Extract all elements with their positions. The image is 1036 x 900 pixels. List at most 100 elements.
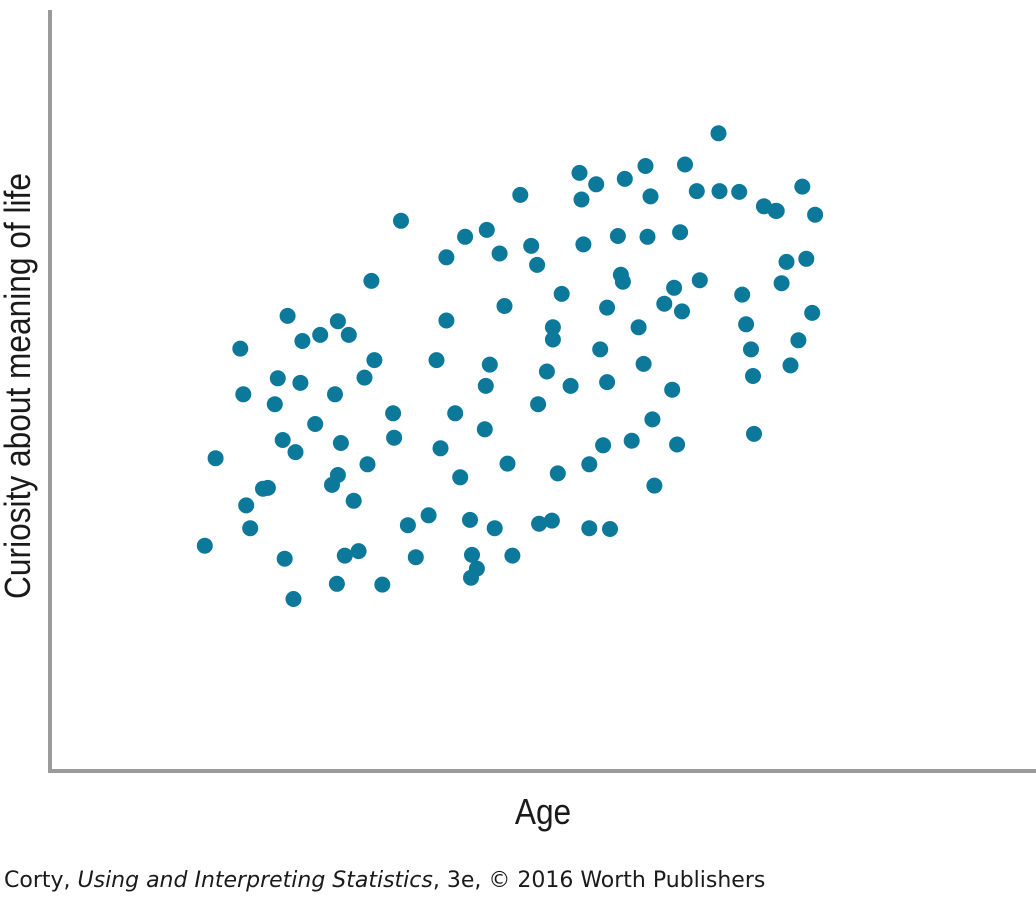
scatter-point — [595, 437, 612, 454]
scatter-point — [639, 228, 656, 245]
scatter-point — [292, 374, 309, 391]
scatter-point — [794, 178, 811, 195]
scatter-point — [523, 237, 540, 254]
x-axis-title: Age — [515, 792, 571, 832]
scatter-point — [285, 591, 302, 607]
scatter-point — [350, 543, 367, 560]
scatter-point — [432, 440, 449, 457]
credit-book-title: Using and Interpreting Statistics — [77, 868, 433, 893]
scatter-point — [635, 355, 652, 372]
scatter-point — [743, 341, 759, 358]
scatter-point — [588, 176, 605, 193]
scatter-point — [778, 253, 795, 270]
credit-author: Corty, — [4, 868, 78, 893]
scatter-point — [238, 497, 255, 514]
scatter-point — [656, 295, 673, 312]
scatter-point — [623, 432, 640, 449]
scatter-point — [374, 576, 391, 593]
scatter-point — [790, 332, 807, 349]
scatter-point — [468, 560, 485, 577]
scatter-point — [562, 377, 579, 394]
scatter-point — [428, 352, 445, 369]
scatter-point — [386, 429, 403, 446]
scatter-point — [691, 272, 708, 289]
scatter-point — [630, 319, 647, 336]
scatter-point — [269, 370, 286, 387]
scatter-point — [746, 425, 762, 442]
scatter-point — [294, 333, 311, 349]
scatter-point — [266, 396, 283, 413]
scatter-point — [666, 279, 683, 296]
scatter-point — [688, 183, 705, 200]
scatter-point — [207, 450, 224, 467]
scatter-point — [340, 326, 357, 343]
scatter-point — [235, 386, 252, 403]
scatter-point — [336, 547, 353, 564]
scatter-point — [491, 245, 508, 262]
scatter-point — [549, 465, 566, 482]
scatter-point — [642, 188, 659, 205]
scatter-point — [734, 286, 751, 303]
scatter-point — [745, 368, 761, 384]
scatter-point — [232, 340, 249, 357]
scatter-point — [279, 307, 296, 324]
scatter-point — [530, 396, 547, 413]
scatter-point — [356, 369, 373, 386]
scatter-point — [738, 316, 755, 333]
scatter-point — [312, 326, 329, 343]
scatter-point — [710, 125, 727, 142]
scatter-point — [711, 183, 728, 200]
scatter-point — [393, 212, 409, 229]
scatter-point — [674, 303, 690, 320]
scatter-point — [581, 456, 598, 473]
scatter-point — [481, 356, 498, 373]
scatter-point — [637, 158, 654, 174]
scatter-point — [669, 436, 686, 453]
scatter-point — [798, 250, 815, 267]
scatter-point — [452, 469, 469, 486]
scatter-point — [599, 374, 616, 391]
scatter-point — [359, 456, 376, 473]
scatter-point — [531, 515, 548, 532]
scatter-point — [731, 183, 748, 200]
scatter-point — [672, 224, 689, 241]
scatter-point — [478, 221, 495, 238]
scatter-point — [259, 479, 276, 496]
scatter-point — [276, 550, 293, 567]
scatter-point — [504, 547, 521, 564]
scatter-point — [768, 202, 785, 219]
scatter-point — [307, 416, 324, 432]
scatter-point — [385, 405, 402, 422]
scatter-point — [664, 381, 681, 398]
scatter-point — [782, 357, 799, 374]
scatter-point — [363, 272, 380, 289]
scatter-points — [196, 125, 824, 607]
scatter-point — [399, 517, 416, 534]
scatter-point — [644, 411, 661, 428]
scatter-point — [438, 312, 455, 329]
scatter-point — [616, 170, 633, 187]
scatter-point — [553, 285, 570, 302]
scatter-point — [462, 511, 478, 528]
credit-edition-publisher: , 3e, © 2016 Worth Publishers — [432, 868, 766, 893]
scatter-point — [328, 575, 345, 592]
scatter-point — [499, 455, 516, 472]
scatter-point — [581, 520, 598, 537]
scatter-point — [614, 273, 631, 290]
scatter-point — [807, 206, 824, 223]
scatter-point — [646, 477, 663, 494]
scatter-point — [476, 421, 493, 438]
y-axis-title: Curiosity about meaning of life — [0, 173, 38, 599]
scatter-point — [544, 319, 561, 336]
scatter-point — [677, 156, 693, 173]
scatter-point — [457, 228, 474, 245]
scatter-point — [287, 444, 304, 461]
scatter-point — [332, 435, 349, 451]
scatter-point — [486, 520, 503, 537]
scatter-point — [447, 405, 464, 422]
scatter-point — [575, 236, 592, 253]
scatter-point — [366, 352, 383, 369]
scatter-point — [512, 186, 529, 203]
scatter-point — [329, 313, 346, 330]
